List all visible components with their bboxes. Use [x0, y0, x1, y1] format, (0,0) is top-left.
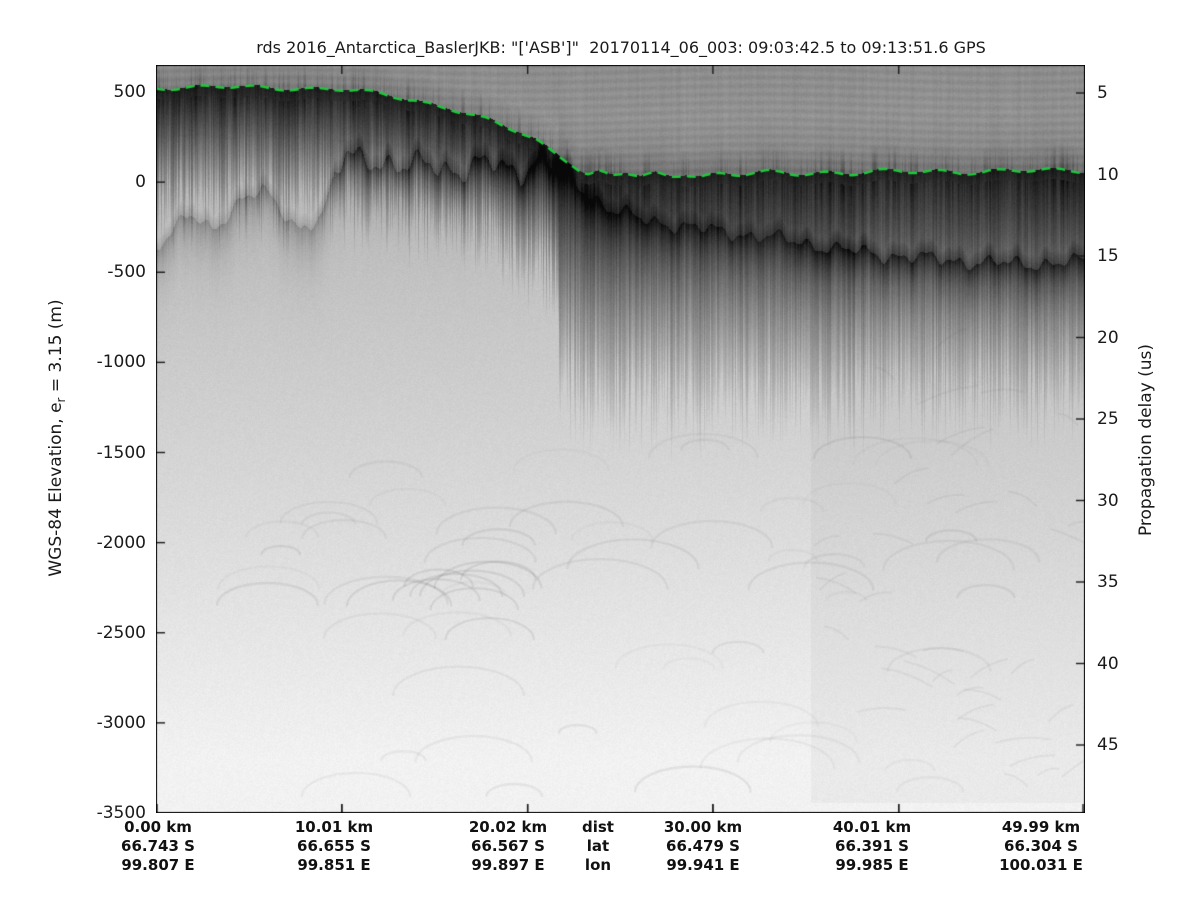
- y-left-tick-label: 0: [135, 172, 146, 193]
- x-tick-column-4-row-lat: 66.391 S: [835, 837, 909, 855]
- x-tick-column-3: 30.00 km 66.479 S 99.941 E: [638, 818, 768, 875]
- x-tick-column-2-row-lat: 66.567 S: [471, 837, 545, 855]
- x-tick-column-0-row-dist: 0.00 km: [124, 818, 192, 836]
- x-tick-column-0-row-lon: 99.807 E: [121, 856, 195, 874]
- y-left-label-text: WGS-84 Elevation, e: [45, 402, 66, 577]
- x-tick-column-4: 40.01 km 66.391 S 99.985 E: [807, 818, 937, 875]
- plot-title: rds 2016_Antarctica_BaslerJKB: "['ASB']"…: [256, 38, 986, 57]
- x-tick-column-1-row-dist: 10.01 km: [294, 818, 374, 836]
- x-axis-name-column: dist lat lon: [533, 818, 663, 875]
- x-tick-column-1-row-lat: 66.655 S: [297, 837, 371, 855]
- y-left-tick-label: -2500: [96, 622, 146, 643]
- y-right-tick-label: 35: [1097, 572, 1119, 592]
- y-left-tick-label: -3500: [96, 803, 146, 823]
- x-axis-name-column-row-lon: lon: [584, 856, 612, 874]
- y-left-tick-label: 500: [113, 82, 146, 102]
- y-right-tick-label: 30: [1097, 490, 1119, 511]
- y-left-tick-label: -2000: [96, 532, 146, 553]
- y-left-tick-label: -500: [107, 262, 146, 283]
- x-tick-column-1: 10.01 km 66.655 S 99.851 E: [269, 818, 399, 875]
- x-axis-name-column-row-dist: dist: [582, 818, 614, 836]
- y-left-tick-label: -3000: [96, 712, 146, 733]
- y-left-label-subscript: r: [54, 397, 69, 403]
- y-axis-label-left: WGS-84 Elevation, er = 3.15 (m): [46, 299, 68, 576]
- x-tick-column-1-row-lon: 99.851 E: [297, 856, 371, 874]
- x-tick-column-3-row-lon: 99.941 E: [666, 856, 740, 874]
- x-tick-column-5: 49.99 km 66.304 S 100.031 E: [976, 818, 1106, 875]
- x-tick-column-4-row-lon: 99.985 E: [835, 856, 909, 874]
- y-left-tick-label: -1000: [96, 352, 146, 373]
- y-right-tick-label: 20: [1097, 327, 1119, 348]
- y-left-tick-label: -1500: [96, 442, 146, 463]
- y-right-tick-label: 10: [1097, 164, 1119, 185]
- x-tick-column-5-row-lat: 66.304 S: [1004, 837, 1078, 855]
- x-tick-column-5-row-dist: 49.99 km: [1001, 818, 1081, 836]
- x-tick-column-2: 20.02 km 66.567 S 99.897 E: [443, 818, 573, 875]
- radargram-image: [156, 65, 1085, 813]
- y-right-tick-label: 5: [1097, 83, 1108, 103]
- x-tick-column-0-row-lat: 66.743 S: [121, 837, 195, 855]
- y-left-label-units: = 3.15 (m): [45, 299, 66, 398]
- x-tick-column-0: 0.00 km 66.743 S 99.807 E: [93, 818, 223, 875]
- y-right-tick-label: 15: [1097, 246, 1119, 266]
- x-tick-column-5-row-lon: 100.031 E: [999, 856, 1083, 874]
- x-tick-column-3-row-lat: 66.479 S: [666, 837, 740, 855]
- x-tick-column-2-row-dist: 20.02 km: [468, 818, 548, 836]
- y-right-tick-label: 25: [1097, 409, 1119, 429]
- x-tick-column-4-row-dist: 40.01 km: [832, 818, 912, 836]
- x-tick-column-3-row-dist: 30.00 km: [663, 818, 743, 836]
- x-tick-column-2-row-lon: 99.897 E: [471, 856, 545, 874]
- x-axis-name-column-row-lat: lat: [586, 837, 610, 855]
- y-right-tick-label: 40: [1097, 653, 1119, 674]
- y-right-tick-label: 45: [1097, 735, 1119, 755]
